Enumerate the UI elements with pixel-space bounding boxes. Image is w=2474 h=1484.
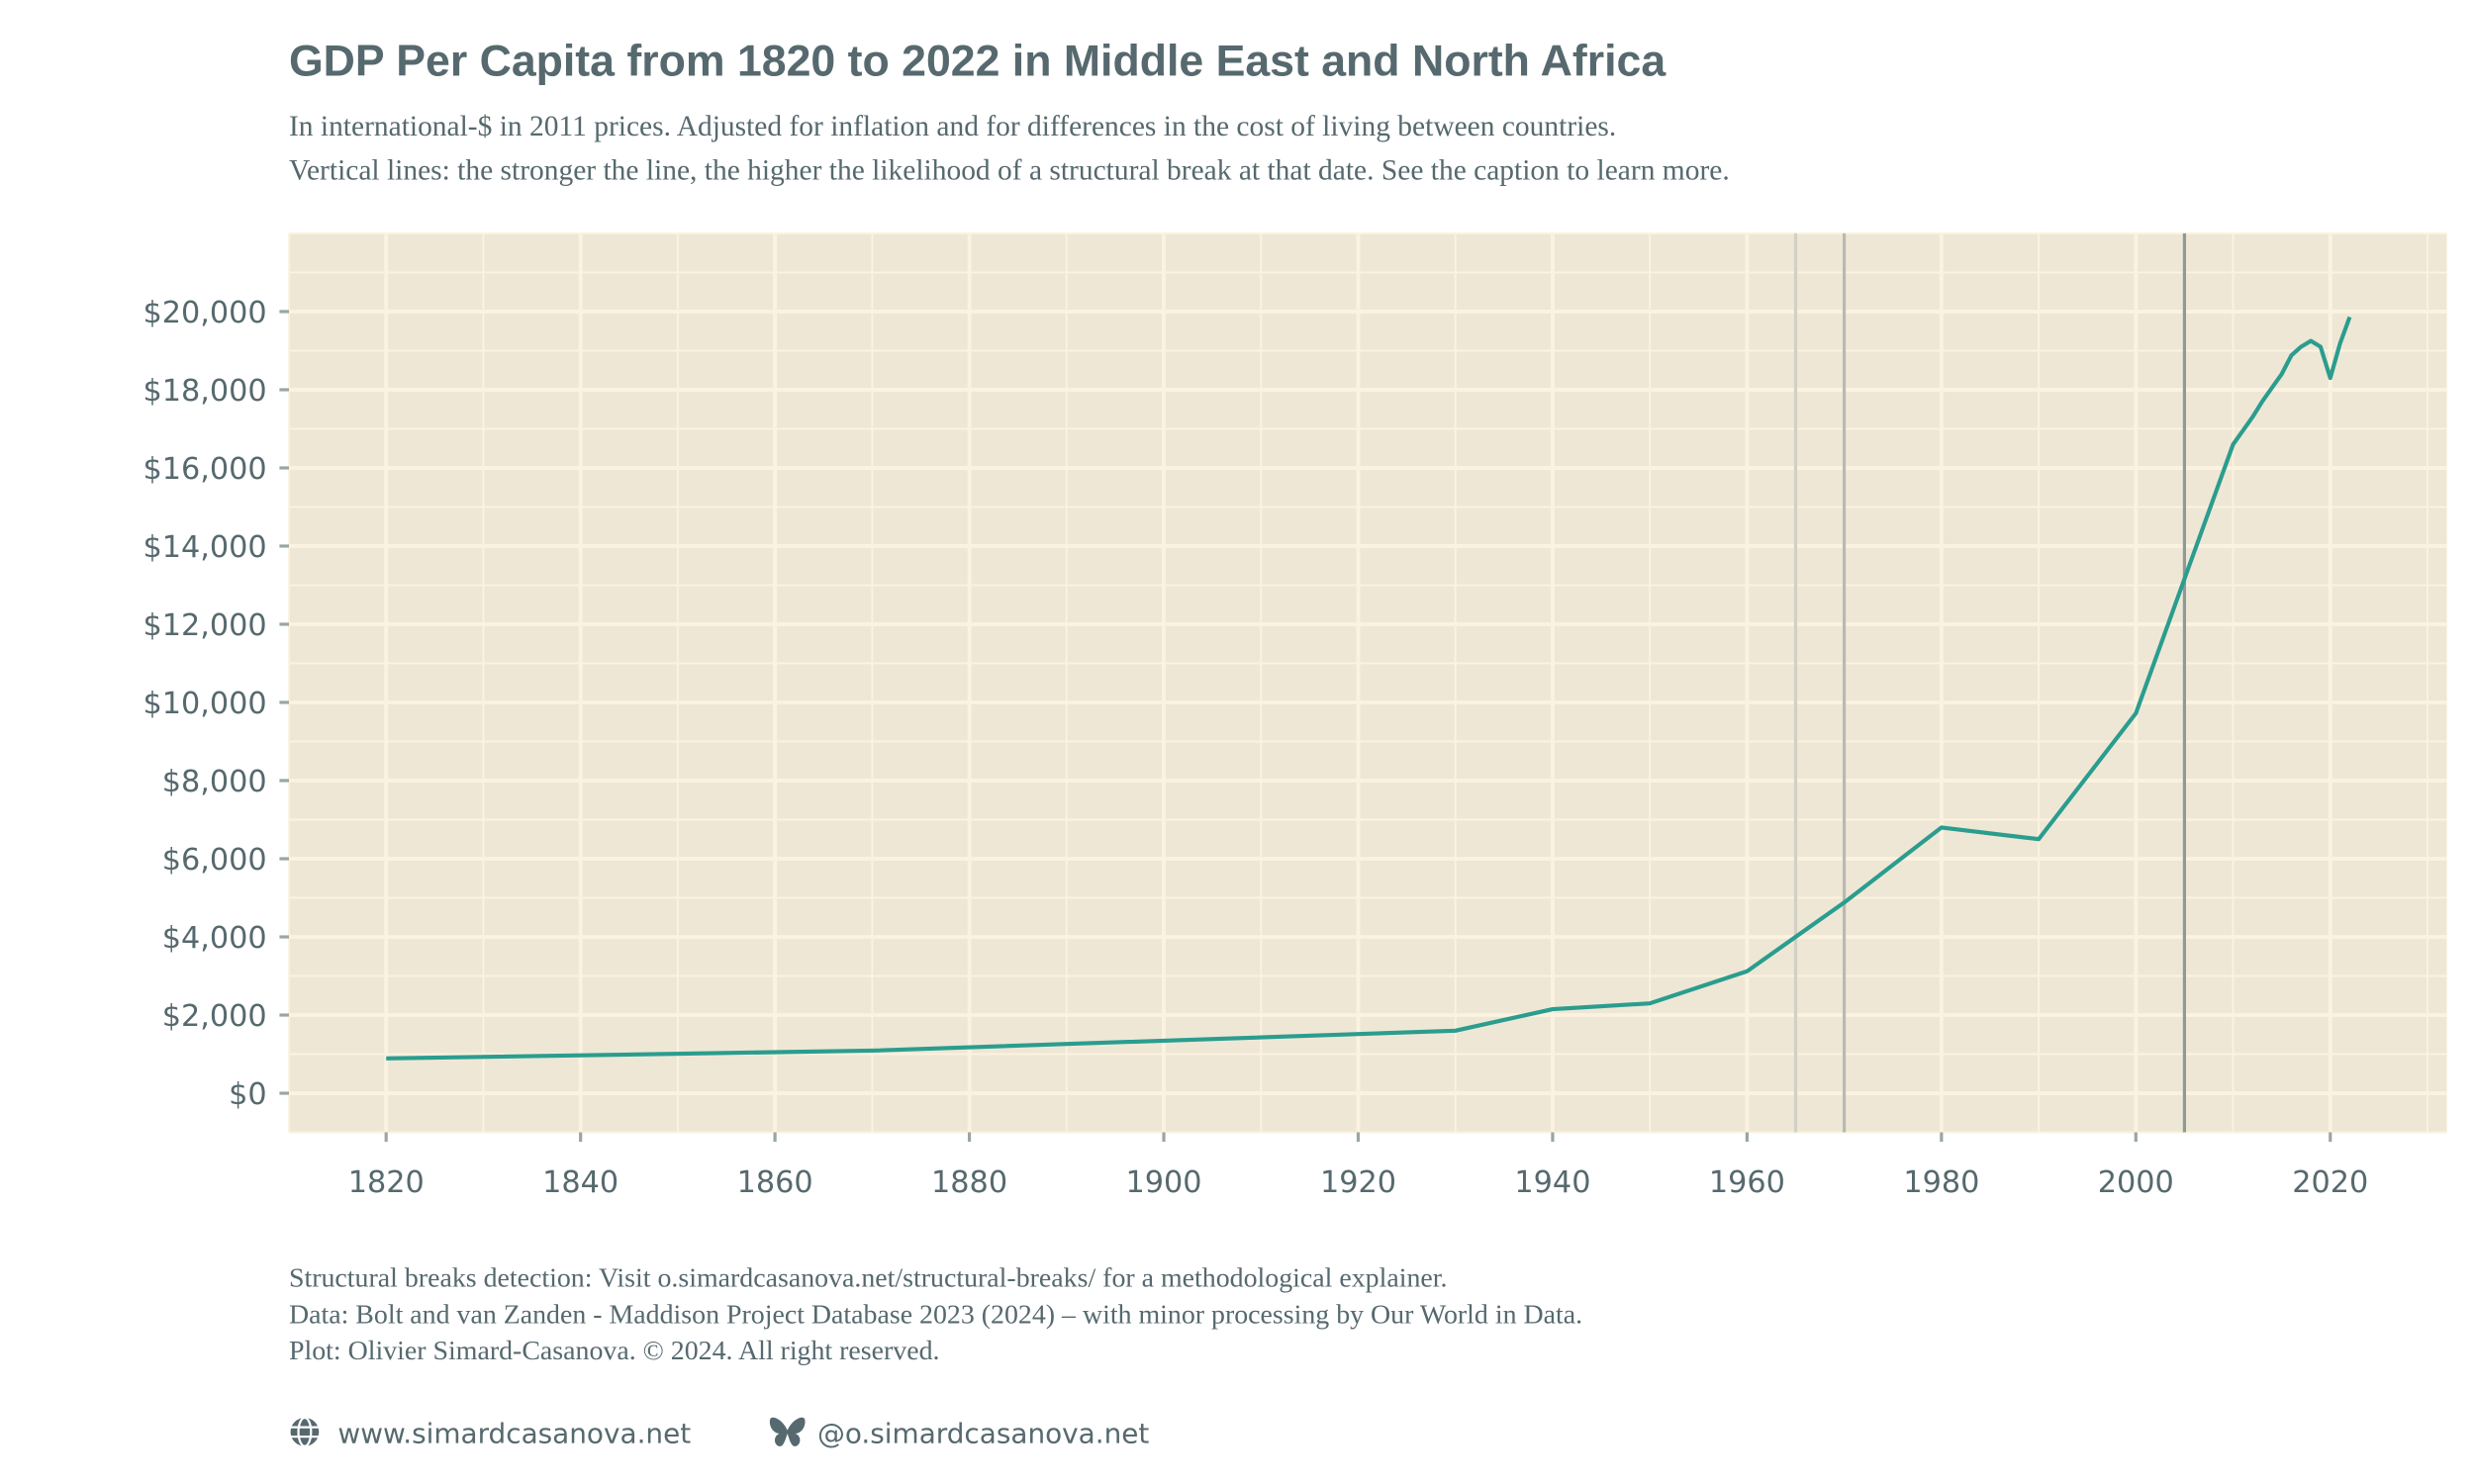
x-tick-label: 1960 <box>1709 1165 1785 1200</box>
plot-panel <box>288 232 2447 1133</box>
x-tick-label: 2020 <box>2292 1165 2368 1200</box>
y-tick-label: $14,000 <box>143 530 267 565</box>
x-tick-label: 1920 <box>1320 1165 1396 1200</box>
x-tick-label: 1860 <box>737 1165 813 1200</box>
caption-line-1: Structural breaks detection: Visit o.sim… <box>289 1263 1448 1294</box>
x-tick-label: 1840 <box>542 1165 618 1200</box>
x-tick-label: 2000 <box>2098 1165 2174 1200</box>
y-tick-label: $4,000 <box>162 921 267 956</box>
plot-area: $0 $2,000 $4,000 $6,000 $8,000 $10,000 $12,000… <box>143 232 2447 1200</box>
social-handle-link[interactable]: @o.simardcasanova.net <box>817 1418 1149 1450</box>
y-tick-label: $12,000 <box>143 608 267 643</box>
x-tick-label: 1880 <box>931 1165 1007 1200</box>
y-axis: $0 $2,000 $4,000 $6,000 $8,000 $10,000 $12,000… <box>143 296 289 1112</box>
y-tick-label: $18,000 <box>143 374 267 409</box>
x-tick-label: 1980 <box>1903 1165 1979 1200</box>
x-tick-label: 1900 <box>1126 1165 1202 1200</box>
series-gdp-per-capita <box>386 316 2352 1061</box>
gridlines <box>288 232 2447 1134</box>
x-tick-label: 1940 <box>1514 1165 1590 1200</box>
footer: www.simardcasanova.net @o.simardcasanova… <box>290 1416 1149 1450</box>
y-tick-label: $0 <box>229 1077 267 1112</box>
chart-subtitle-line-1: In international-$ in 2011 prices. Adjus… <box>289 111 1616 142</box>
y-tick-label: $16,000 <box>143 452 267 487</box>
y-tick-label: $20,000 <box>143 296 267 330</box>
x-axis: 1820 1840 1860 1880 1900 1920 1940 1960 1980 2000… <box>348 1132 2368 1200</box>
y-tick-label: $10,000 <box>143 687 267 721</box>
y-tick-label: $6,000 <box>162 843 267 878</box>
x-tick-label: 1820 <box>348 1165 425 1200</box>
butterfly-icon <box>769 1417 806 1446</box>
chart-subtitle-line-2: Vertical lines: the stronger the line, t… <box>289 155 1730 187</box>
website-link[interactable]: www.simardcasanova.net <box>337 1418 691 1450</box>
structural-break-lines <box>1793 232 2187 1133</box>
y-tick-label: $2,000 <box>162 999 267 1034</box>
caption-line-2: Data: Bolt and van Zanden - Maddison Pro… <box>289 1299 1582 1330</box>
chart-title: GDP Per Capita from 1820 to 2022 in Midd… <box>289 38 1666 86</box>
globe-icon <box>290 1416 320 1447</box>
y-tick-label: $8,000 <box>162 765 267 799</box>
caption-line-3: Plot: Olivier Simard-Casanova. © 2024. A… <box>289 1336 940 1366</box>
